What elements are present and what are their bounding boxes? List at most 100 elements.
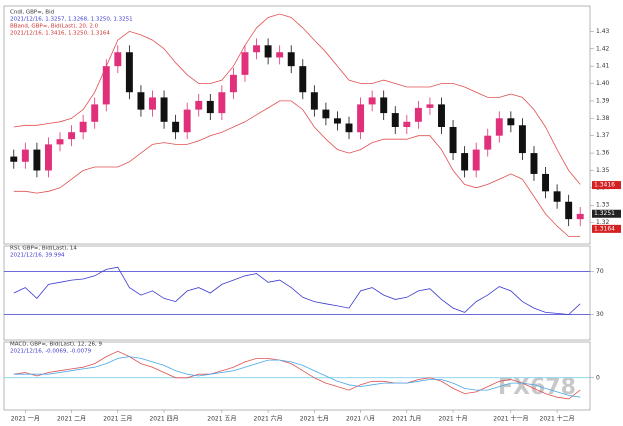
- y-tick-label: 1.32: [596, 219, 610, 226]
- candle-body: [345, 123, 353, 133]
- series-line: [13, 100, 581, 237]
- x-tick-label: 2021 七月: [300, 415, 329, 423]
- candle-body: [357, 104, 365, 133]
- candle-body: [565, 201, 573, 220]
- candle-body: [310, 92, 318, 110]
- y-tick-label: 1.35: [596, 167, 610, 174]
- candle-body: [229, 74, 237, 93]
- panel-subtitle: 2021/12/16, 39.994: [10, 253, 65, 259]
- panel-title: RSI, GBP=, Bid(Last), 14: [10, 246, 77, 252]
- price-tag-label: 1.3251: [594, 210, 615, 217]
- candle-body: [276, 52, 284, 58]
- price-panel: [3, 5, 591, 245]
- x-tick-label: 2021 八月: [346, 416, 375, 423]
- candle-body: [195, 100, 203, 110]
- candle-body: [449, 127, 457, 154]
- candle-body: [79, 121, 87, 133]
- candle-body: [484, 135, 492, 150]
- candle-body: [21, 149, 29, 162]
- candle-body: [218, 92, 226, 114]
- x-tick-label: 2021 十二月: [540, 415, 575, 423]
- candle-body: [414, 107, 422, 122]
- candle-body: [33, 149, 41, 171]
- panel-subtitle: 2021/12/16, 1.3257, 1.3268, 1.3250, 1.32…: [10, 17, 133, 23]
- candle-body: [241, 52, 249, 75]
- candle-body: [507, 118, 515, 126]
- candle-body: [518, 125, 526, 154]
- x-tick-label: 2021 四月: [149, 416, 178, 423]
- candle-body: [44, 144, 52, 171]
- candle-body: [299, 66, 307, 93]
- price-tag: [592, 209, 621, 218]
- candle-body: [391, 113, 399, 127]
- series-line: [13, 356, 581, 398]
- panel-subtitle: 2021/12/16, -0.0069, -0.0079: [10, 349, 92, 355]
- candle-body: [438, 104, 445, 127]
- x-tick-label: 2021 六月: [254, 415, 283, 423]
- candle-body: [426, 104, 434, 108]
- x-tick-label: 2021 五月: [207, 416, 236, 423]
- y-tick-label: 1.41: [596, 63, 610, 70]
- rsi-panel: [3, 245, 591, 341]
- candle-body: [576, 213, 584, 220]
- y-tick-label: 1.39: [596, 97, 610, 104]
- candle-body: [137, 92, 145, 110]
- series-line: [13, 266, 581, 315]
- y-tick-label: 70: [596, 268, 604, 275]
- candle-body: [149, 97, 156, 110]
- panel-title: Cndl, GBP=, Bid: [10, 10, 54, 16]
- candle-body: [91, 104, 99, 122]
- candle-body: [495, 118, 503, 136]
- candle-body: [10, 156, 18, 162]
- candle-body: [472, 149, 480, 171]
- series-line: [13, 13, 581, 185]
- x-tick-label: 2021 九月: [392, 415, 421, 423]
- y-tick-label: 1.42: [596, 45, 610, 52]
- candle-body: [253, 45, 261, 53]
- x-tick-label: 2021 一月: [11, 416, 40, 423]
- candle-body: [461, 153, 469, 171]
- y-tick-label: 1.36: [596, 150, 610, 157]
- watermark: FX678: [498, 375, 576, 400]
- candle-body: [183, 109, 191, 133]
- candle-body: [542, 173, 550, 192]
- candle-body: [380, 97, 388, 114]
- y-tick-label: 1.38: [596, 115, 610, 122]
- y-tick-label: 1.40: [596, 80, 610, 87]
- annotation: BBand, GBP=, Bid(Last), 20, 2.0: [10, 24, 99, 30]
- panel-title: MACD, GBP=, Bid(Last), 12, 26, 9: [10, 342, 102, 348]
- candle-body: [403, 121, 411, 127]
- candle-body: [68, 132, 76, 140]
- price-tag-label: 1.3164: [594, 225, 615, 232]
- annotation: 2021/12/16, 1.3416, 1.3250, 1.3164: [10, 31, 110, 37]
- candle-body: [56, 139, 64, 145]
- candle-body: [125, 52, 133, 93]
- candle-body: [322, 109, 330, 119]
- y-tick-label: 1.37: [596, 132, 610, 139]
- y-tick-label: 1.43: [596, 28, 610, 35]
- candle-body: [172, 121, 180, 133]
- candle-body: [530, 153, 538, 174]
- candle-body: [553, 191, 561, 202]
- candle-body: [102, 66, 110, 105]
- candle-body: [287, 52, 295, 67]
- candle-body: [114, 52, 122, 67]
- macd-panel: [3, 341, 591, 411]
- candle-body: [264, 45, 272, 58]
- candle-body: [160, 97, 168, 122]
- price-tag-label: 1.3416: [594, 182, 615, 189]
- price-tag: [592, 181, 621, 190]
- x-tick-label: 2021 二月: [57, 416, 86, 423]
- candle-body: [206, 100, 214, 114]
- series-line: [13, 350, 581, 400]
- y-tick-label: 0: [596, 374, 600, 381]
- price-tag: [592, 224, 621, 233]
- candle-body: [333, 118, 341, 124]
- x-tick-label: 2021 三月: [103, 416, 132, 423]
- y-tick-label: 1.33: [596, 202, 610, 209]
- y-tick-label: 30: [596, 311, 604, 318]
- x-tick-label: 2021 十一月: [493, 415, 528, 423]
- candle-body: [368, 97, 376, 105]
